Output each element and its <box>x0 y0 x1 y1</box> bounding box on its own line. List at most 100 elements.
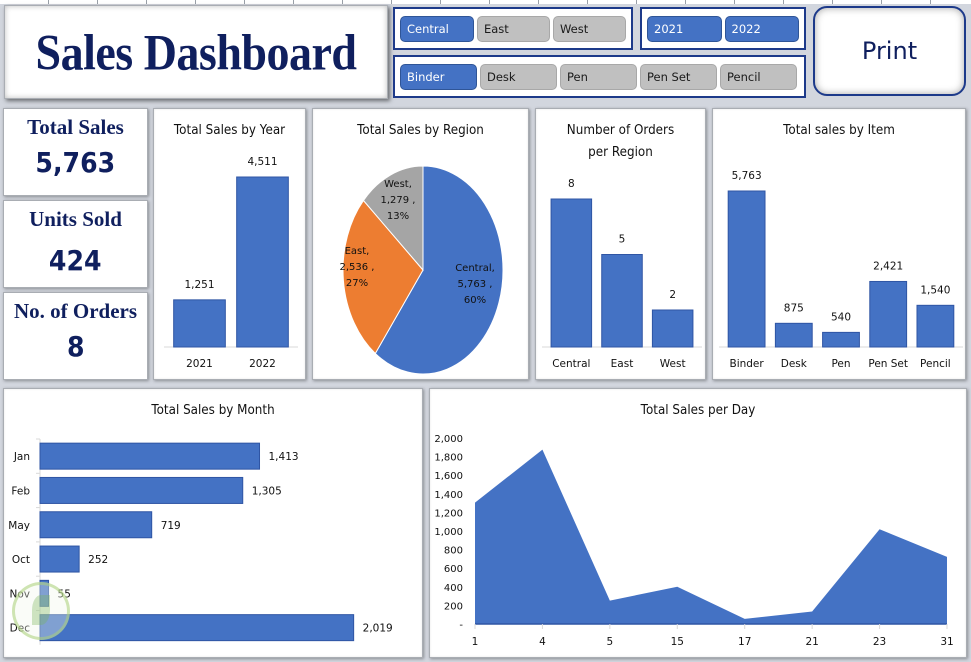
x-tick-label: 31 <box>940 636 953 648</box>
x-tick-label: Pencil <box>920 358 951 370</box>
bar-feb <box>39 476 244 504</box>
slicer-region-east[interactable]: East <box>476 15 550 42</box>
data-label: 252 <box>88 554 108 566</box>
chart-title: Total sales by Item <box>783 123 895 138</box>
pie-slice-east <box>342 199 424 355</box>
area-series <box>475 449 947 624</box>
slicer-year-2022[interactable]: 2022 <box>724 15 799 42</box>
slicer-region-west[interactable]: West <box>552 15 626 42</box>
x-tick-label: Binder <box>729 358 764 370</box>
x-tick-label: 5 <box>607 636 614 648</box>
data-label: 8 <box>568 178 575 190</box>
bar-oct <box>39 545 80 573</box>
pie-data-label: West, <box>384 179 412 190</box>
x-tick-label: 2022 <box>249 358 276 370</box>
y-tick-label: 1,400 <box>434 490 463 501</box>
pie-data-label: 27% <box>346 278 368 289</box>
data-label: 1,413 <box>269 451 299 463</box>
bar-jan <box>39 442 261 470</box>
y-tick-label: Jan <box>13 451 30 463</box>
data-label: 2,421 <box>873 260 903 272</box>
data-label: 540 <box>831 311 851 323</box>
bar-binder <box>727 190 766 348</box>
pie-slice-central <box>374 165 504 375</box>
x-tick-label: 21 <box>805 636 818 648</box>
kpi-orders: No. of Orders 8 <box>3 292 148 380</box>
x-tick-label: Central <box>552 358 590 370</box>
chart-title: Total Sales by Region <box>357 123 484 138</box>
pie-data-label: 60% <box>464 295 486 306</box>
slicer-item-desk[interactable]: Desk <box>480 63 557 90</box>
bar-west <box>651 309 694 348</box>
y-tick-label: 1,000 <box>434 527 463 538</box>
print-button[interactable]: Print <box>813 6 966 96</box>
data-label: 2 <box>669 289 676 301</box>
region-pie-chart: Central, 5,763 , 60% East, 2,536 , 27% West, 1,… <box>340 165 504 375</box>
year-bar-chart: 1,251 2021 4,511 2022 <box>164 156 298 370</box>
month-bar-chart: 1,413Jan1,305Feb719May252Oct55Nov2,019De… <box>8 438 393 645</box>
x-tick-label: 1 <box>472 636 479 648</box>
chart-title-line-1: Number of Orders <box>566 123 675 138</box>
slicer-year-2021[interactable]: 2021 <box>647 15 722 42</box>
x-tick-label: Pen Set <box>868 358 908 370</box>
bar-2022 <box>236 176 289 348</box>
region-slicer: Central East West <box>393 7 633 50</box>
slicer-item-pen-set[interactable]: Pen Set <box>640 63 717 90</box>
chart-sales-per-day: Total Sales per Day - 200 400 600 800 1,000 1,… <box>429 388 967 658</box>
kpi-value: 424 <box>49 244 102 277</box>
pie-data-label: 13% <box>387 211 409 222</box>
pie-data-label: 1,279 , <box>381 195 416 206</box>
y-tick-label: Oct <box>12 554 30 566</box>
day-area-chart: - 200 400 600 800 1,000 1,200 1,400 1,600 1,800 2,… <box>434 434 953 648</box>
title-panel: Sales Dashboard <box>4 5 388 99</box>
x-tick-label: 17 <box>738 636 751 648</box>
y-tick-label: 1,600 <box>434 471 463 482</box>
item-slicer: Binder Desk Pen Pen Set Pencil <box>393 55 806 98</box>
y-tick-label: 400 <box>444 583 463 594</box>
bar-central <box>550 198 593 348</box>
y-tick-label: 800 <box>444 546 463 557</box>
data-label: 5 <box>619 234 626 246</box>
y-tick-label: 600 <box>444 564 463 575</box>
bar-pen-set <box>869 280 908 348</box>
chart-orders-by-region: Number of Orders per Region 8 Central 5 Eas… <box>535 108 706 380</box>
bar-2021 <box>173 299 226 348</box>
x-tick-label: West <box>660 358 686 370</box>
kpi-units-sold: Units Sold 424 <box>3 200 148 288</box>
x-tick-label: East <box>611 358 634 370</box>
data-label: 1,305 <box>252 485 282 497</box>
kpi-label: Total Sales <box>27 115 124 139</box>
slicer-item-binder[interactable]: Binder <box>400 63 477 90</box>
bar-may <box>39 511 153 539</box>
pie-slice-west <box>362 165 424 272</box>
slicer-region-central[interactable]: Central <box>400 15 474 42</box>
year-slicer: 2021 2022 <box>640 7 806 50</box>
chart-title: Total Sales by Year <box>173 123 286 138</box>
bar-dec <box>39 614 355 642</box>
bar-pen <box>822 331 860 348</box>
x-tick-label: 2021 <box>186 358 213 370</box>
y-tick-label: 2,000 <box>434 434 463 445</box>
item-bar-chart: 5,763 Binder 875 Desk 540 Pen 2,421 Pen Set 1,54… <box>719 170 963 370</box>
slicer-item-pen[interactable]: Pen <box>560 63 637 90</box>
kpi-value: 8 <box>66 330 85 363</box>
chart-sales-by-month: Total Sales by Month 1,413 Jan 1,305 Feb 719… <box>3 388 423 658</box>
data-label: 1,251 <box>184 279 214 291</box>
pie-data-label: Central, <box>455 263 495 274</box>
data-label: 5,763 <box>732 170 762 182</box>
kpi-value: 5,763 <box>35 146 116 179</box>
x-tick-label: 4 <box>539 636 546 648</box>
y-tick-label: - <box>459 620 463 631</box>
data-label: 875 <box>784 302 804 314</box>
pie-data-label: 2,536 , <box>340 262 375 273</box>
kpi-label: Units Sold <box>29 207 122 231</box>
kpi-total-sales: Total Sales 5,763 <box>3 108 148 196</box>
x-tick-label: 15 <box>671 636 684 648</box>
chart-title-line-2: per Region <box>588 145 653 160</box>
x-tick-label: Pen <box>831 358 850 370</box>
slicer-item-pencil[interactable]: Pencil <box>720 63 797 90</box>
data-label: 719 <box>161 520 181 532</box>
y-tick-label: 1,200 <box>434 508 463 519</box>
chart-title: Total Sales per Day <box>640 403 756 418</box>
y-tick-label: Feb <box>11 485 30 497</box>
